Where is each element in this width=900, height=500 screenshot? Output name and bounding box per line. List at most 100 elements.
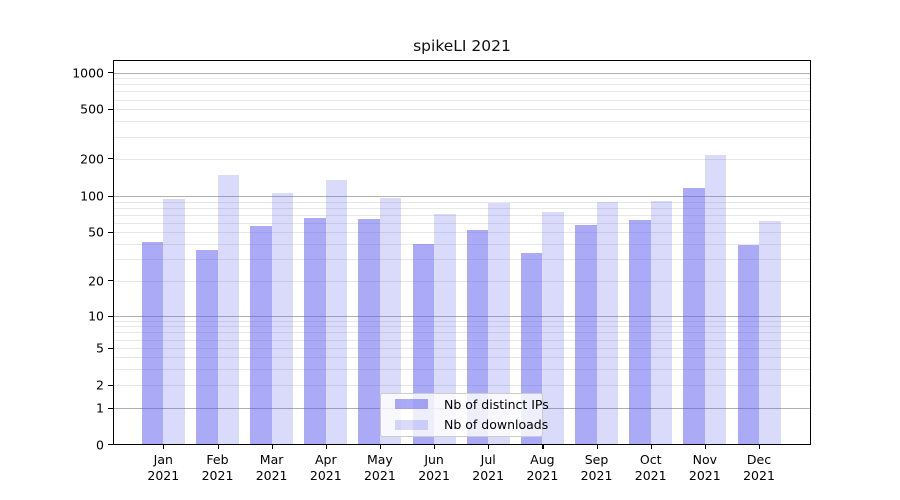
bar-downloads <box>325 180 348 445</box>
y-tick-label: 0 <box>96 437 104 452</box>
gridline-minor <box>114 244 811 246</box>
x-tick-mark <box>596 445 598 449</box>
legend-swatch-downloads <box>395 419 428 431</box>
x-tick-label: Jul 2021 <box>472 452 505 483</box>
x-tick-mark <box>488 445 490 449</box>
gridline-minor <box>114 136 811 138</box>
gridline-minor <box>114 207 811 209</box>
y-tick-label: 1000 <box>72 65 104 80</box>
y-tick-label: 10 <box>88 308 104 324</box>
x-tick-mark <box>379 445 382 449</box>
legend: Nb of distinct IPs Nb of downloads <box>380 392 549 437</box>
bar-downloads <box>759 221 781 445</box>
gridline-minor <box>114 259 811 261</box>
x-tick-label: Oct 2021 <box>634 452 667 483</box>
x-tick-label: Sep 2021 <box>580 452 613 483</box>
gridline-minor <box>114 84 811 86</box>
y-tick-mark <box>108 444 113 446</box>
gridline-major <box>114 72 811 74</box>
x-tick-label: Feb 2021 <box>201 452 234 483</box>
x-tick-mark <box>271 445 273 449</box>
bar-distinct-ips <box>629 220 651 445</box>
legend-label-distinct-ips: Nb of distinct IPs <box>444 396 549 412</box>
x-tick-mark <box>163 445 165 449</box>
plot-border <box>113 60 811 445</box>
gridline-minor <box>114 320 811 322</box>
bar-distinct-ips <box>141 241 164 445</box>
bar-distinct-ips <box>358 219 380 445</box>
gridline-minor <box>114 99 811 101</box>
y-tick-mark <box>108 315 113 317</box>
x-tick-label: Aug 2021 <box>526 452 559 483</box>
y-tick-label: 20 <box>88 273 104 288</box>
y-tick-label: 1 <box>96 400 104 416</box>
y-tick-mark <box>108 407 113 409</box>
gridline-minor <box>114 357 811 358</box>
x-tick-label: May 2021 <box>363 452 396 483</box>
x-tick-mark <box>650 445 652 449</box>
y-tick-mark <box>108 195 113 197</box>
gridline-minor <box>114 214 811 216</box>
bar-downloads <box>704 155 727 445</box>
legend-label-downloads: Nb of downloads <box>444 417 549 433</box>
bar-distinct-ips <box>304 217 326 445</box>
x-tick-mark <box>325 445 327 449</box>
gridline-minor <box>114 348 811 349</box>
bar-downloads <box>217 174 239 445</box>
x-tick-mark <box>434 445 436 449</box>
gridline-minor <box>114 121 811 123</box>
x-tick-label: Jun 2021 <box>418 452 450 483</box>
bar-distinct-ips <box>196 249 218 445</box>
gridline-minor <box>114 222 811 224</box>
gridline-major <box>114 196 811 197</box>
x-tick-mark <box>217 445 219 449</box>
y-tick-mark <box>108 72 113 74</box>
y-tick-mark <box>108 347 113 349</box>
legend-row-downloads: Nb of downloads <box>381 415 548 435</box>
x-tick-label: Mar 2021 <box>255 452 288 483</box>
gridline-minor <box>114 91 811 93</box>
gridline-minor <box>114 385 811 386</box>
legend-row-distinct-ips: Nb of distinct IPs <box>381 394 549 414</box>
bar-downloads <box>271 192 294 445</box>
gridline-minor <box>114 78 811 80</box>
gridline-minor <box>114 158 811 160</box>
bar-downloads <box>650 200 673 445</box>
bar-distinct-ips <box>737 245 759 445</box>
y-tick-label: 2 <box>96 377 104 393</box>
chart-title: spikeLI 2021 <box>413 37 511 55</box>
gridline-minor <box>114 280 811 282</box>
x-tick-label: Jan 2021 <box>147 452 180 483</box>
y-tick-mark <box>108 158 113 160</box>
x-tick-label: Dec 2021 <box>743 452 775 483</box>
y-tick-label: 5 <box>96 340 104 356</box>
x-tick-mark <box>704 445 706 449</box>
y-tick-label: 100 <box>80 188 104 204</box>
y-tick-mark <box>108 280 113 282</box>
gridline-minor <box>114 232 811 234</box>
gridline-minor <box>114 201 811 203</box>
gridline-minor <box>114 332 811 334</box>
bar-distinct-ips <box>683 187 705 445</box>
bar-distinct-ips <box>250 226 272 445</box>
x-tick-label: Apr 2021 <box>309 452 342 483</box>
y-tick-label: 200 <box>80 151 104 166</box>
y-tick-mark <box>108 108 113 110</box>
x-tick-mark <box>542 445 544 449</box>
gridline-minor <box>114 339 811 341</box>
gridline-minor <box>114 368 811 370</box>
gridline-minor <box>114 326 811 328</box>
gridline-minor <box>114 109 811 111</box>
y-tick-label: 50 <box>88 224 104 240</box>
y-tick-label: 500 <box>80 101 104 117</box>
y-tick-mark <box>108 384 113 386</box>
x-tick-mark <box>759 445 761 449</box>
gridline-major <box>114 316 811 317</box>
bar-downloads <box>596 202 618 445</box>
x-tick-label: Nov 2021 <box>688 452 721 483</box>
y-tick-mark <box>108 231 113 233</box>
bar-distinct-ips <box>575 224 597 445</box>
bar-downloads <box>163 198 185 445</box>
legend-swatch-distinct-ips <box>395 398 428 410</box>
